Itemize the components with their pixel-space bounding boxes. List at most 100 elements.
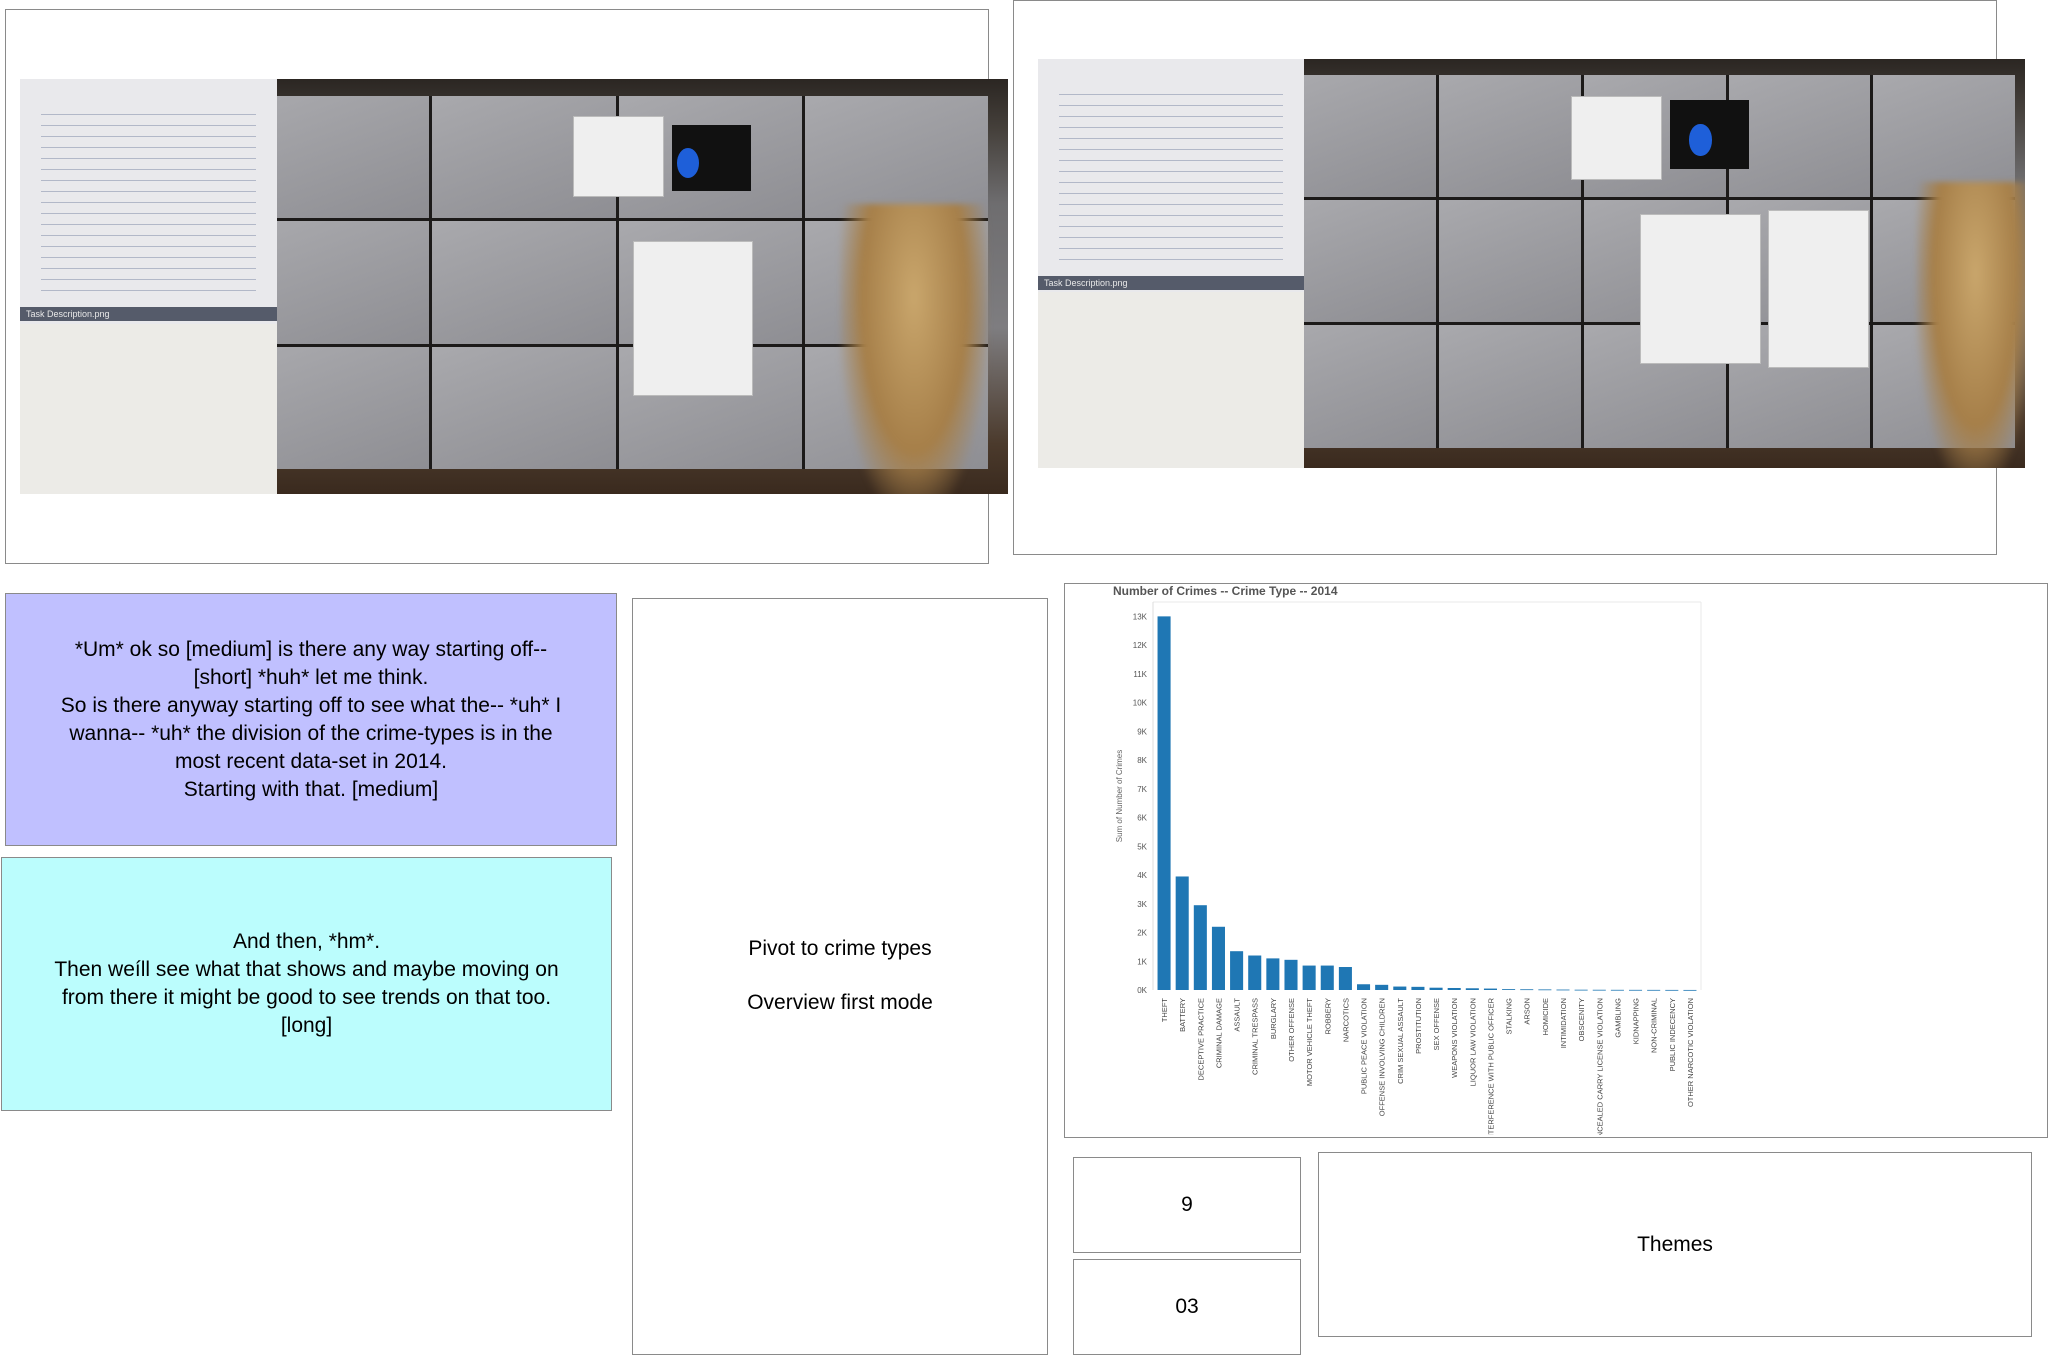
- bars: [1157, 616, 1697, 991]
- bar: [1520, 989, 1534, 991]
- y-tick-label: 8K: [1137, 756, 1147, 765]
- transcript-note-2: And then, *hm*. Then weíll see what that…: [1, 857, 612, 1111]
- bar: [1338, 967, 1352, 990]
- x-tick-label: CONCEALED CARRY LICENSE VIOLATION: [1595, 998, 1604, 1135]
- x-tick-label: KIDNAPPING: [1632, 998, 1641, 1044]
- y-ticks: 0K 1K 2K 3K 4K 5K 6K 7K 8K 9K 10K 11K 12K 13K: [1133, 612, 1148, 995]
- bar: [1375, 984, 1389, 990]
- y-tick-label: 1K: [1137, 957, 1147, 966]
- y-tick-label: 3K: [1137, 900, 1147, 909]
- x-tick-label: THEFT: [1160, 998, 1169, 1023]
- data-description-document: Task Description.png: [20, 79, 277, 494]
- crime-type-bar-chart: Sum of Number of Crimes 0K 1K 2K 3K 4K 5K 6K 7K…: [1115, 601, 1702, 1135]
- counter-bottom-value: 03: [1175, 1295, 1199, 1318]
- display-wall-photo-left: Task Description.png: [20, 79, 1008, 494]
- x-tick-label: WEAPONS VIOLATION: [1450, 998, 1459, 1078]
- y-tick-label: 11K: [1133, 670, 1147, 679]
- x-tick-label: PROSTITUTION: [1414, 998, 1423, 1054]
- bar: [1193, 905, 1207, 990]
- bar: [1629, 989, 1643, 991]
- annotation-panel: Pivot to crime types Overview first mode: [632, 598, 1048, 1355]
- y-tick-label: 2K: [1137, 929, 1147, 938]
- bar: [1665, 989, 1679, 991]
- bar: [1483, 988, 1497, 990]
- bar: [1610, 989, 1624, 991]
- bar: [1502, 989, 1516, 990]
- x-tick-label: PUBLIC PEACE VIOLATION: [1360, 998, 1369, 1094]
- task-text: [20, 323, 277, 494]
- bar: [1683, 989, 1697, 991]
- y-tick-label: 12K: [1133, 641, 1148, 650]
- x-tick-label: INTERFERENCE WITH PUBLIC OFFICER: [1486, 997, 1495, 1135]
- bar: [1320, 965, 1334, 990]
- x-tick-label: OTHER OFFENSE: [1287, 998, 1296, 1062]
- chart-frame: Number of Crimes -- Crime Type -- 2014 S…: [1064, 583, 2048, 1138]
- x-tick-label: LIQUOR LAW VIOLATION: [1468, 998, 1477, 1086]
- y-tick-label: 7K: [1137, 785, 1147, 794]
- bar: [1393, 986, 1407, 990]
- x-tick-label: GAMBLING: [1613, 998, 1622, 1038]
- screen-window-dark: [1669, 99, 1749, 170]
- annotation-mode: Overview first mode: [747, 991, 933, 1014]
- y-tick-label: 13K: [1133, 612, 1148, 621]
- display-wall-photo-right: Task Description.png: [1038, 59, 2025, 468]
- bar: [1556, 989, 1570, 991]
- bar: [1284, 959, 1298, 990]
- photo-frame-left: Task Description.png: [5, 9, 1008, 564]
- chart-title: Number of Crimes -- Crime Type -- 2014: [1113, 584, 1338, 598]
- person-silhouette: [1916, 181, 2025, 468]
- screen-window-bars: [1768, 210, 1870, 368]
- y-tick-label: 0K: [1137, 986, 1147, 995]
- task-text: [1038, 292, 1305, 468]
- bar: [1230, 951, 1244, 990]
- x-tick-label: CRIMINAL DAMAGE: [1214, 998, 1223, 1068]
- bar: [1157, 616, 1171, 990]
- bar: [1538, 989, 1552, 991]
- transcript-text-2: And then, *hm*. Then weíll see what that…: [54, 930, 559, 1037]
- doc-window-header: Task Description.png: [1038, 275, 1305, 290]
- x-tick-label: ARSON: [1523, 998, 1532, 1025]
- y-tick-label: 10K: [1133, 699, 1148, 708]
- bar: [1411, 986, 1425, 990]
- counter-top-value: 9: [1181, 1193, 1193, 1216]
- transcript-note-1: *Um* ok so [medium] is there any way sta…: [5, 593, 617, 846]
- x-tick-label: HOMICIDE: [1541, 998, 1550, 1036]
- bar: [1211, 926, 1225, 990]
- screen-window: [1570, 95, 1662, 180]
- themes-box: Themes: [1318, 1152, 2032, 1337]
- counter-box-top: 9: [1073, 1157, 1301, 1253]
- y-tick-label: 6K: [1137, 814, 1147, 823]
- x-tick-label: NON-CRIMINAL: [1650, 998, 1659, 1053]
- photo-frame-right: Task Description.png: [1013, 0, 2025, 555]
- y-tick-label: 5K: [1137, 842, 1147, 851]
- bar: [1647, 989, 1661, 991]
- bar: [1574, 989, 1588, 991]
- x-tick-label: CRIM SEXUAL ASSAULT: [1396, 998, 1405, 1084]
- counter-box-bottom: 03: [1073, 1259, 1301, 1355]
- themes-label: Themes: [1637, 1232, 1713, 1256]
- transcript-text-1: *Um* ok so [medium] is there any way sta…: [60, 637, 562, 801]
- x-tick-label: SEX OFFENSE: [1432, 998, 1441, 1051]
- bar: [1248, 955, 1262, 990]
- doc-window-header: Task Description.png: [20, 307, 277, 322]
- x-tick-label: OFFENSE INVOLVING CHILDREN: [1378, 998, 1387, 1116]
- bar: [1266, 958, 1280, 990]
- bar: [1447, 987, 1461, 990]
- x-tick-label: BATTERY: [1178, 998, 1187, 1032]
- bar: [1429, 987, 1443, 990]
- y-tick-label: 4K: [1137, 871, 1147, 880]
- x-tick-label: OTHER NARCOTIC VIOLATION: [1686, 998, 1695, 1107]
- person-silhouette: [840, 203, 989, 494]
- x-tick-labels: THEFT BATTERY DECEPTIVE PRACTICE CRIMINAL D…: [1160, 997, 1695, 1135]
- bar: [1175, 876, 1189, 990]
- bar: [1592, 989, 1606, 991]
- x-tick-label: OBSCENITY: [1577, 998, 1586, 1041]
- x-tick-label: CRIMINAL TRESPASS: [1251, 998, 1260, 1075]
- x-tick-label: NARCOTICS: [1341, 998, 1350, 1042]
- y-tick-label: 9K: [1137, 727, 1147, 736]
- y-axis-label: Sum of Number of Crimes: [1115, 750, 1124, 842]
- x-tick-label: PUBLIC INDECENCY: [1668, 998, 1677, 1071]
- x-tick-label: BURGLARY: [1269, 998, 1278, 1039]
- screen-window-chart: [1640, 214, 1761, 364]
- bar: [1465, 988, 1479, 990]
